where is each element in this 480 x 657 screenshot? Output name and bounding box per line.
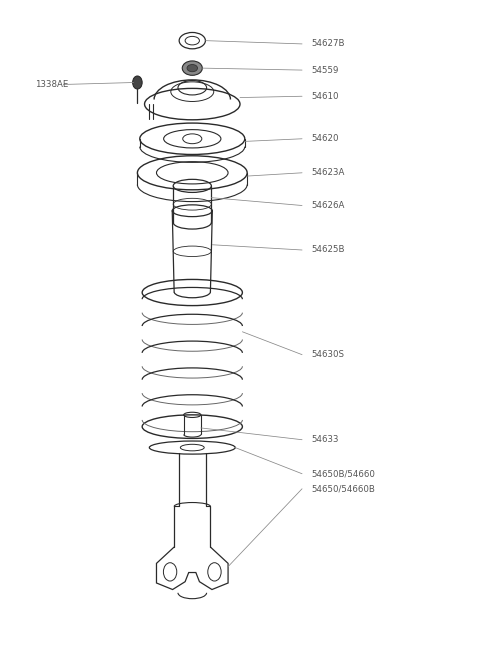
Text: 54620: 54620 bbox=[312, 134, 339, 143]
Ellipse shape bbox=[187, 64, 198, 72]
Text: 54559: 54559 bbox=[312, 66, 339, 75]
Text: 54630S: 54630S bbox=[312, 350, 345, 359]
Ellipse shape bbox=[132, 76, 142, 89]
Ellipse shape bbox=[182, 61, 202, 76]
Text: 54650/54660B: 54650/54660B bbox=[312, 484, 375, 493]
Text: 54610: 54610 bbox=[312, 92, 339, 101]
Text: 1338AE: 1338AE bbox=[35, 80, 68, 89]
Text: 54633: 54633 bbox=[312, 435, 339, 444]
Text: 54625B: 54625B bbox=[312, 246, 345, 254]
Text: 54627B: 54627B bbox=[312, 39, 345, 49]
Text: 54623A: 54623A bbox=[312, 168, 345, 177]
Text: 54626A: 54626A bbox=[312, 201, 345, 210]
Text: 54650B/54660: 54650B/54660 bbox=[312, 469, 375, 478]
